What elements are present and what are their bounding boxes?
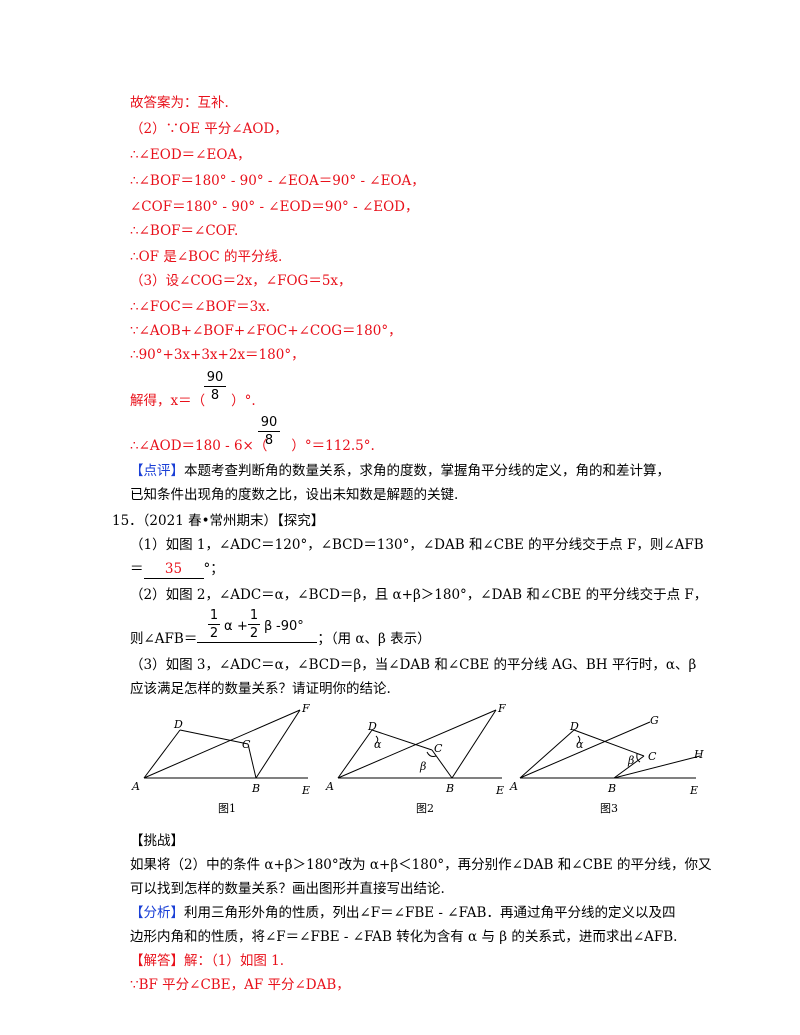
aod-suffix: ）°＝112.5°. <box>291 438 375 454</box>
fig2-labels: A D α C β B E F 图2 <box>325 702 506 815</box>
answer-line-1: 【解答】解：（1）如图 1. <box>130 953 285 969</box>
comment-line-2: 已知条件出现角的度数之比，设出未知数是解题的关键. <box>130 487 459 503</box>
frac-den: 8 <box>210 388 220 403</box>
question-part-1b: ＝ 35 °； <box>130 560 224 579</box>
point-E: E <box>495 784 504 797</box>
comment-line-1: 【点评】本题考查判断角的数量关系，求角的度数，掌握角平分线的定义，角的和差计算， <box>130 463 670 479</box>
line-angle-sum: ∵∠AOB+∠BOF+∠FOC+∠COG＝180°， <box>130 323 402 339</box>
question-part-3a: （3）如图 3，∠ADC＝α，∠BCD＝β，当∠DAB 和∠CBE 的平分线 A… <box>130 657 697 673</box>
line-equation: ∴90°+3x+3x+2x＝180°， <box>130 347 305 363</box>
question-part-3b: 应该满足怎样的数量关系？请证明你的结论. <box>130 681 391 697</box>
alpha-label: α <box>576 738 584 751</box>
solve-x-suffix: ）°. <box>231 393 256 409</box>
analysis-line-1: 【分析】利用三角形外角的性质，列出∠F＝∠FBE - ∠FAB．再通过角平分线的… <box>130 905 676 921</box>
line-bof-cof: ∴∠BOF＝∠COF. <box>130 223 239 239</box>
point-B: B <box>607 782 616 795</box>
figure-2-caption: 图2 <box>416 802 434 815</box>
point-F: F <box>301 702 310 715</box>
point-C: C <box>648 750 657 763</box>
question-part-2a: （2）如图 2，∠ADC＝α，∠BCD＝β，且 α+β＞180°，∠DAB 和∠… <box>130 587 708 603</box>
line-aod-result: ∴∠AOD＝180 - 6×（ ）°＝112.5°. <box>130 437 375 455</box>
figures-svg: A D C B E F 图1 A D α C β B E F 图2 A D α … <box>131 702 704 815</box>
point-B: B <box>445 782 454 795</box>
point-C: C <box>242 738 251 751</box>
line-cof: ∠COF＝180° - 90° - ∠EOD＝90° - ∠EOD， <box>130 199 419 215</box>
question-part-1a: （1）如图 1，∠ADC＝120°，∠BCD＝130°，∠DAB 和∠CBE 的… <box>130 537 704 553</box>
line-3-set: （3）设∠COG＝2x，∠FOG＝5x， <box>130 273 352 289</box>
point-C: C <box>434 742 443 755</box>
line-of-bisector: ∴OF 是∠BOC 的平分线. <box>130 249 283 265</box>
alpha-label: α <box>374 738 382 751</box>
fraction-90-8-a: 90 8 <box>204 370 226 403</box>
answer-35: 35 <box>143 560 204 579</box>
analysis-tag: 【分析】 <box>130 905 184 921</box>
beta-label: β <box>627 754 634 767</box>
frac-den: 8 <box>264 433 274 448</box>
fig3-labels: A D α C β B E G H 图3 <box>509 714 704 815</box>
figures: A D C B E F 图1 A D α C β B E F 图2 A D α … <box>130 700 710 825</box>
line-eod-eoa: ∴∠EOD＝∠EOA， <box>130 147 251 163</box>
comment-tag: 【点评】 <box>130 463 184 479</box>
point-A: A <box>131 780 140 793</box>
line-bof: ∴∠BOF＝180° - 90° - ∠EOA＝90° - ∠EOA， <box>130 173 425 189</box>
frac-num: 90 <box>260 415 278 430</box>
challenge-line-2: 可以找到怎样的数量关系？画出图形并直接写出结论. <box>130 881 445 897</box>
line-answer-complementary: 故答案为：互补. <box>130 95 229 111</box>
answer-line-2: ∵BF 平分∠CBE，AF 平分∠DAB， <box>130 977 350 993</box>
point-D: D <box>173 718 183 731</box>
fraction-90-8-b: 90 8 <box>258 415 280 448</box>
aod-prefix: ∴∠AOD＝180 - 6×（ <box>130 438 268 454</box>
solve-x-prefix: 解得，x＝（ <box>130 393 206 409</box>
line-foc-bof: ∴∠FOC＝∠BOF＝3x. <box>130 299 271 315</box>
point-G: G <box>650 714 659 727</box>
point-F: F <box>497 702 506 715</box>
point-A: A <box>509 780 518 793</box>
fig1-labels: A D C B E F 图1 <box>131 702 310 815</box>
beta-label: β <box>419 760 426 773</box>
frac-num: 90 <box>206 370 224 385</box>
challenge-line-1: 如果将（2）中的条件 α+β＞180°改为 α+β＜180°，再分别作∠DAB … <box>130 857 712 873</box>
challenge-header: 【挑战】 <box>130 833 184 849</box>
point-E: E <box>301 784 310 797</box>
question-part-2b: 则∠AFB＝ ；（用 α、β 表示） <box>130 631 431 647</box>
point-A: A <box>325 780 334 793</box>
point-D: D <box>367 720 377 733</box>
figure-3-caption: 图3 <box>600 802 618 815</box>
analysis-line-2: 边形内角和的性质，将∠F＝∠FBE - ∠FAB 转化为含有 α 与 β 的关系… <box>130 929 678 945</box>
line-solve-x: 解得，x＝（ ）°. <box>130 392 256 410</box>
question-15-header: 15．（2021 春•常州期末）【探究】 <box>112 513 325 529</box>
point-D: D <box>569 720 579 733</box>
line-2-bisector: （2）∵OE 平分∠AOD， <box>130 121 288 137</box>
point-E: E <box>689 784 698 797</box>
point-B: B <box>251 782 260 795</box>
point-H: H <box>693 748 704 761</box>
figure-1-caption: 图1 <box>218 802 236 815</box>
answer-tag: 【解答】 <box>130 953 184 969</box>
